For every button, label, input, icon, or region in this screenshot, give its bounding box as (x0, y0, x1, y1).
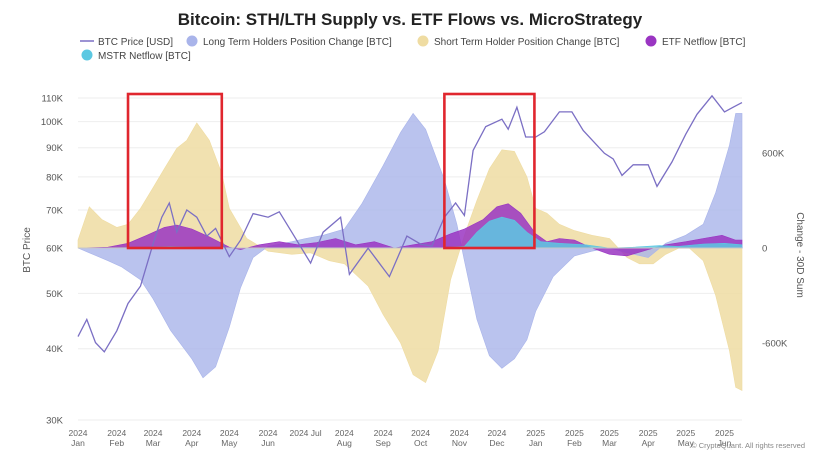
legend-dot-icon (417, 35, 429, 47)
x-tick-label: 2025 Jun (715, 428, 734, 448)
x-tick-label: 2024 Mar (144, 428, 163, 448)
legend-dot-icon (81, 49, 93, 61)
sth-area (77, 122, 743, 391)
x-tick-label: 2025 Mar (600, 428, 619, 448)
legend-label: ETF Netflow [BTC] (662, 37, 746, 48)
left-tick-label: 70K (46, 206, 64, 217)
left-tick-label: 100K (41, 117, 64, 128)
left-axis-ticks: 30K 40K 50K 60K 70K 80K 90K 100K 110K (41, 94, 64, 427)
x-tick-label: 2025 Feb (565, 428, 584, 448)
left-tick-label: 40K (46, 344, 64, 355)
right-tick-label: 600K (762, 149, 785, 160)
left-axis-label: BTC Price (22, 227, 33, 273)
right-tick-label: -600K (762, 339, 788, 350)
legend-label: Long Term Holders Position Change [BTC] (203, 37, 392, 48)
x-tick-label: 2024 Jul (290, 428, 322, 438)
legend-item[interactable]: BTC Price [USD] (80, 37, 173, 48)
highlight-boxes (126, 92, 536, 250)
x-tick-label: 2024 Jun (259, 428, 278, 448)
legend-label: Short Term Holder Position Change [BTC] (434, 37, 620, 48)
legend-item[interactable]: Short Term Holder Position Change [BTC] (417, 35, 620, 49)
x-axis-ticks: 2024 Jan 2024 Feb 2024 Mar 2024 Apr 2024 May 2024 J… (69, 428, 735, 448)
x-tick-label: 2024 Apr (182, 428, 201, 448)
legend-item[interactable]: MSTR Netflow [BTC] (81, 49, 192, 63)
credit: © CryptoQuant. All rights reserved (691, 441, 805, 450)
legend-dot-icon (645, 35, 657, 47)
legend-dot-icon (186, 35, 198, 47)
legend-label: MSTR Netflow [BTC] (98, 51, 191, 62)
x-tick-label: 2024 Feb (107, 428, 126, 448)
x-tick-label: 2024 Jan (69, 428, 88, 448)
left-tick-label: 90K (46, 143, 64, 154)
x-tick-label: 2024 Dec (487, 428, 506, 448)
left-tick-label: 80K (46, 172, 64, 183)
right-axis-label: Change - 30D Sum (794, 212, 805, 298)
right-tick-label: 0 (762, 244, 767, 255)
right-axis-ticks: 600K 0 -600K (762, 149, 788, 350)
legend-item[interactable]: Long Term Holders Position Change [BTC] (186, 35, 393, 49)
btc-price-line (77, 94, 743, 353)
x-tick-label: 2025 Apr (639, 428, 658, 448)
chart-title: Bitcoin: STH/LTH Supply vs. ETF Flows vs… (178, 10, 643, 29)
x-tick-label: 2024 Sep (374, 428, 393, 448)
plot-lines (77, 94, 743, 353)
x-tick-label: 2024 Aug (335, 428, 354, 448)
left-tick-label: 110K (42, 94, 64, 105)
left-tick-label: 60K (46, 244, 64, 255)
legend-label: BTC Price [USD] (98, 37, 173, 48)
x-tick-label: 2024 May (220, 428, 239, 448)
left-tick-label: 30K (46, 416, 64, 427)
x-tick-label: 2024 Oct (411, 428, 430, 448)
highlight-box (126, 92, 224, 250)
legend-item[interactable]: ETF Netflow [BTC] (645, 35, 746, 49)
highlight-box (443, 92, 536, 250)
x-tick-label: 2025 May (676, 428, 695, 448)
left-tick-label: 50K (46, 289, 64, 300)
legend: BTC Price [USD] Long Term Holders Positio… (80, 35, 746, 63)
x-tick-label: 2025 Jan (526, 428, 545, 448)
x-tick-label: 2024 Nov (450, 428, 469, 448)
